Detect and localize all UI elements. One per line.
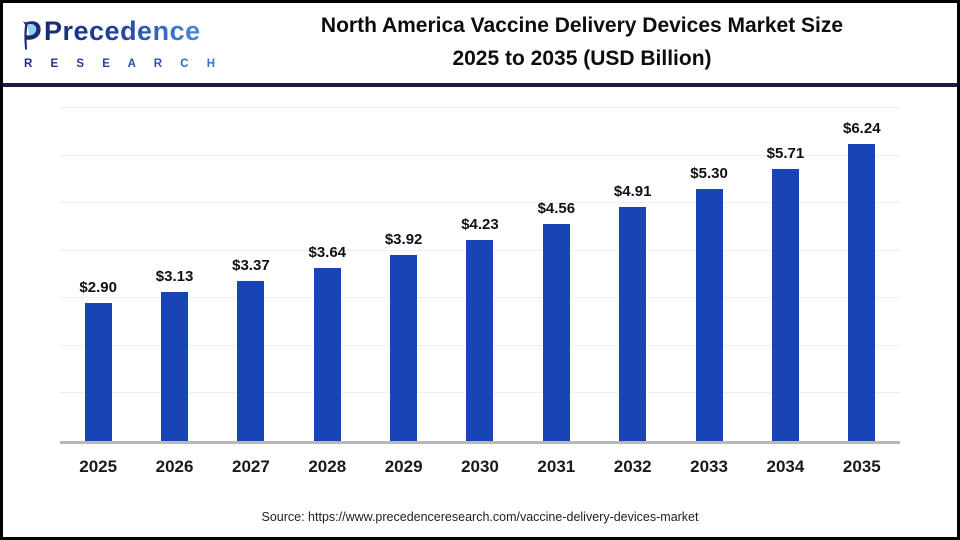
bar-column-2031: $4.56 bbox=[518, 111, 594, 441]
x-axis-tick-2032: 2032 bbox=[613, 457, 652, 476]
header: Precedence R E S E A R C H North America… bbox=[3, 3, 957, 83]
x-axis-tick-2026: 2026 bbox=[155, 457, 194, 476]
bar-2026 bbox=[161, 292, 189, 441]
bar-2033 bbox=[695, 188, 723, 441]
leaf-logo-icon bbox=[21, 19, 43, 55]
bar-2029 bbox=[390, 254, 418, 441]
bar-value-label: $3.37 bbox=[232, 256, 270, 274]
x-axis-tick-2028: 2028 bbox=[308, 457, 347, 476]
gridline bbox=[60, 107, 900, 108]
bar-column-2028: $3.64 bbox=[289, 111, 365, 441]
gridline bbox=[60, 202, 900, 204]
chart-title-line-1: North America Vaccine Delivery Devices M… bbox=[320, 14, 844, 38]
bar-2030 bbox=[466, 239, 494, 441]
chart-title: North America Vaccine Delivery Devices M… bbox=[229, 10, 943, 75]
bar-value-label: $3.92 bbox=[384, 230, 423, 248]
x-axis-tick-2029: 2029 bbox=[384, 457, 423, 476]
bar-value-label: $6.24 bbox=[843, 120, 881, 138]
bar-column-2027: $3.37 bbox=[213, 111, 289, 441]
bar-chart-plot-area: $2.90 $3.13 $3.37 $3.64 $3.92 $4.23 $4.56 $4.91… bbox=[60, 107, 900, 444]
header-divider bbox=[3, 83, 957, 87]
bar-2025 bbox=[84, 303, 112, 441]
bar-2032 bbox=[619, 207, 647, 441]
logo-wordmark: Precedence bbox=[44, 15, 201, 46]
x-axis-tick-2034: 2034 bbox=[766, 457, 805, 476]
precedence-research-logo: Precedence R E S E A R C H bbox=[17, 15, 229, 70]
year-axis: 2025 2026 2027 2028 2029 2030 2031 2032 2033 2034… bbox=[60, 444, 900, 477]
bar-value-label: $3.64 bbox=[308, 243, 347, 261]
bar-2028 bbox=[313, 267, 341, 441]
bar-column-2030: $4.23 bbox=[442, 111, 518, 441]
bar-column-2026: $3.13 bbox=[136, 111, 212, 441]
x-axis-tick-2033: 2033 bbox=[690, 457, 728, 476]
bar-column-2029: $3.92 bbox=[365, 111, 441, 441]
bar-column-2025: $2.90 bbox=[60, 111, 136, 441]
bar-value-label: $4.56 bbox=[537, 200, 576, 218]
bar-value-label: $5.71 bbox=[766, 145, 805, 163]
bar-value-label: $3.13 bbox=[155, 268, 194, 286]
x-axis-tick-2027: 2027 bbox=[231, 457, 270, 476]
bar-value-label: $4.23 bbox=[461, 215, 499, 233]
bar-2035 bbox=[848, 144, 876, 441]
bar-column-2033: $5.30 bbox=[671, 111, 747, 441]
bar-2034 bbox=[771, 169, 799, 441]
logo-subtitle: R E S E A R C H bbox=[21, 58, 223, 70]
bar-value-label: $5.30 bbox=[690, 164, 728, 182]
x-axis-tick-2025: 2025 bbox=[79, 457, 118, 476]
bar-value-label: $2.90 bbox=[79, 279, 117, 297]
x-axis-tick-2030: 2030 bbox=[461, 457, 499, 476]
plot-columns: $2.90 $3.13 $3.37 $3.64 $3.92 $4.23 $4.56 $4.91… bbox=[60, 111, 900, 441]
chart-title-line-2: 2025 to 2035 (USD Billion) bbox=[452, 47, 712, 70]
bar-2031 bbox=[542, 224, 570, 441]
source-attribution: Source: https://www.precedenceresearch.c… bbox=[261, 510, 699, 524]
x-axis-tick-2031: 2031 bbox=[537, 457, 576, 476]
x-axis-tick-2035: 2035 bbox=[842, 457, 881, 476]
bar-2027 bbox=[237, 280, 265, 441]
bar-column-2034: $5.71 bbox=[747, 111, 823, 441]
bar-value-label: $4.91 bbox=[613, 183, 652, 201]
gridline bbox=[60, 154, 900, 156]
bar-column-2035: $6.24 bbox=[824, 111, 900, 441]
bar-column-2032: $4.91 bbox=[595, 111, 671, 441]
